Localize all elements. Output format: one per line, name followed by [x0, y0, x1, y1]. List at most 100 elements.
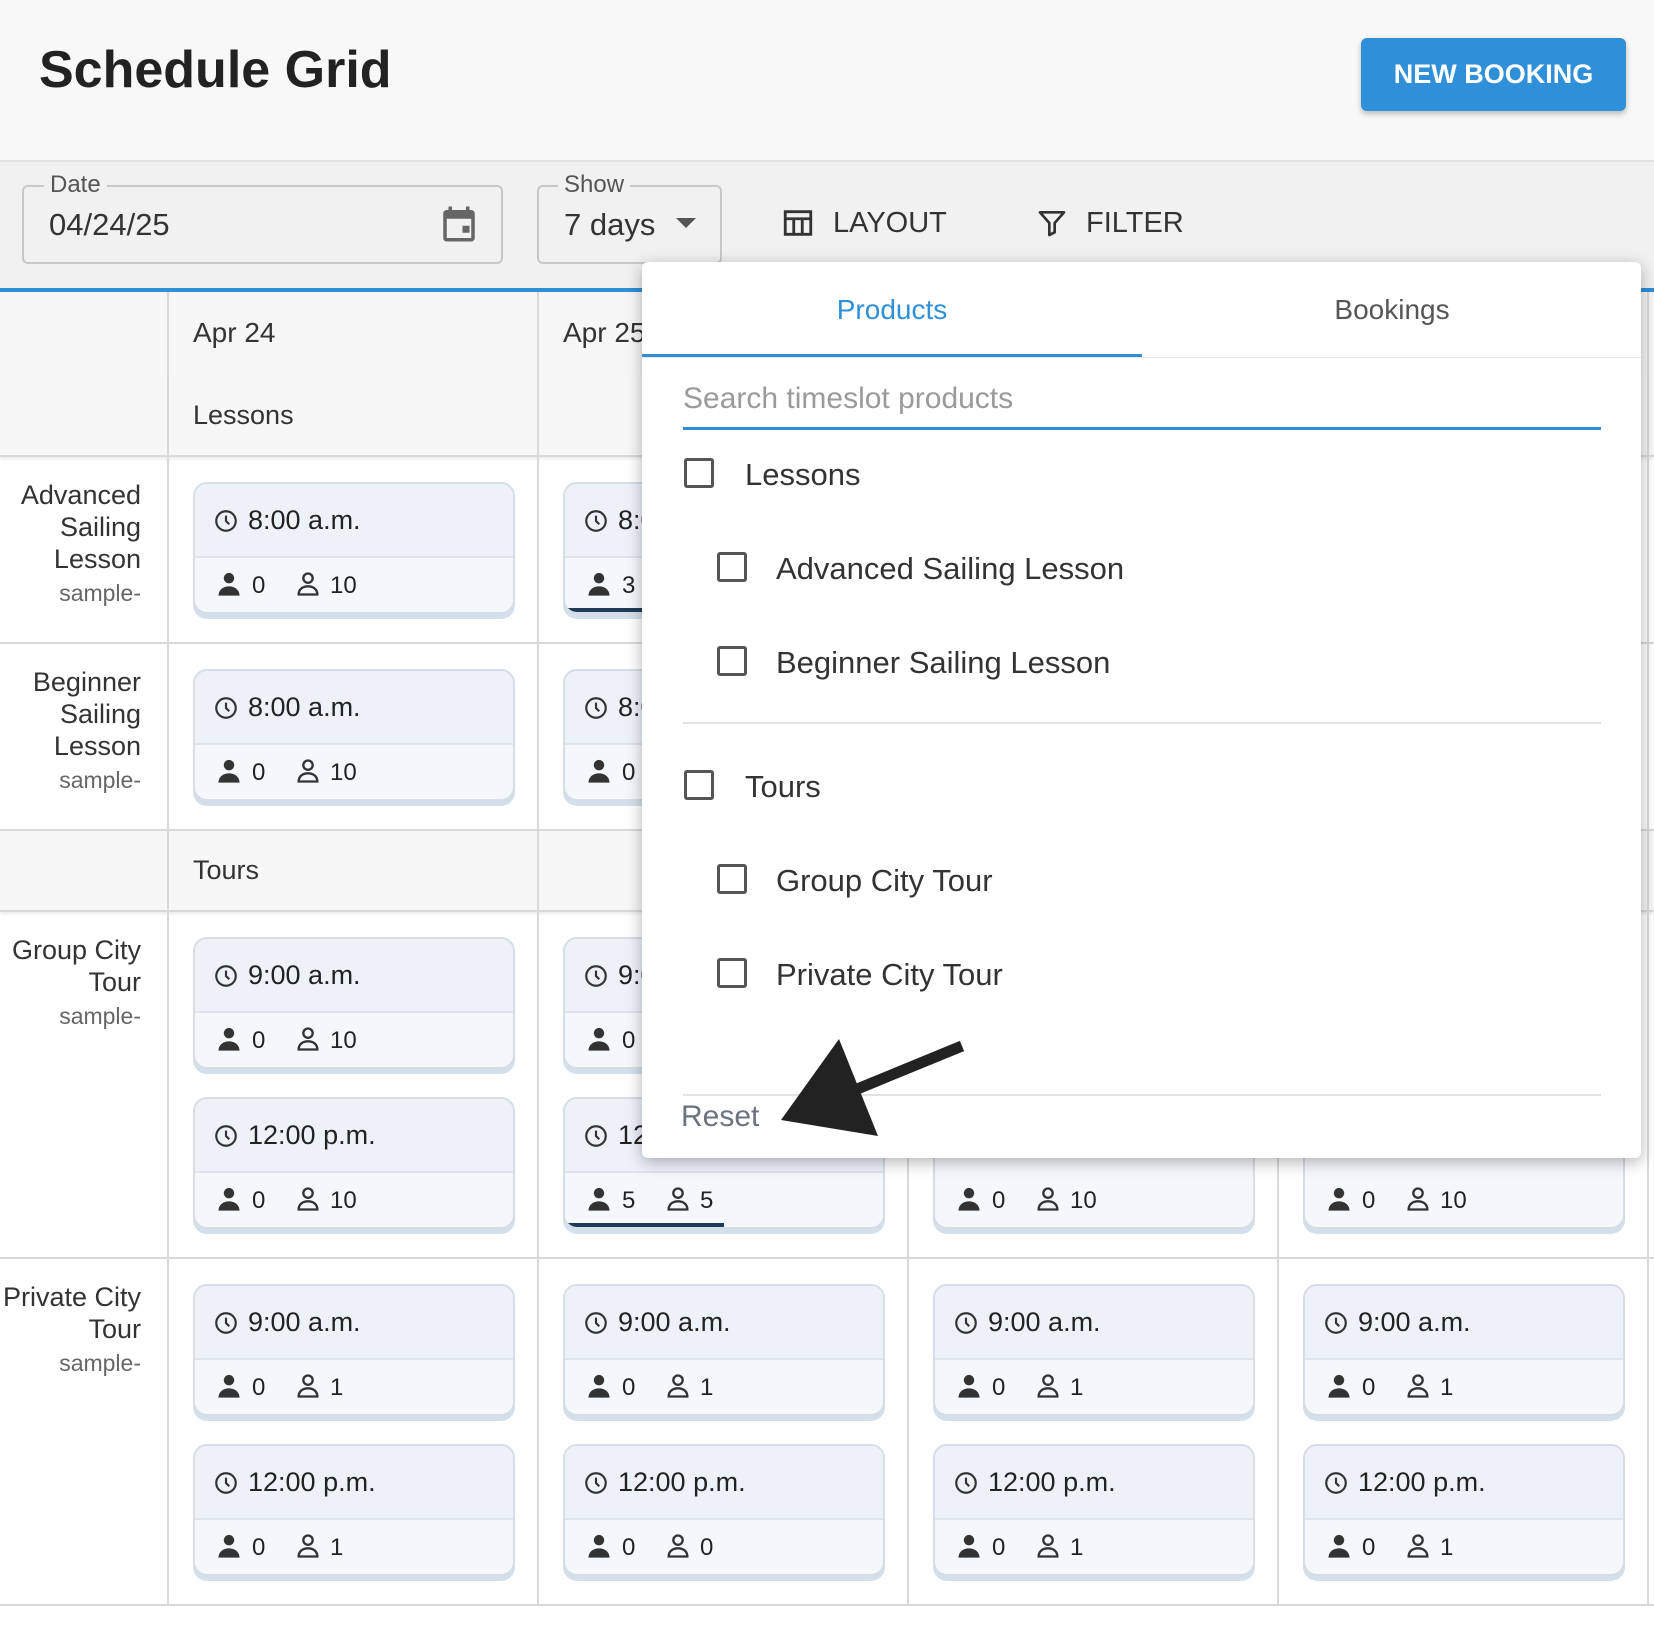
- row-label: Private City Tour sample-: [0, 1281, 141, 1381]
- timeslot-time: 8:00 a.m.: [248, 505, 361, 535]
- timeslot-card[interactable]: 9:00 a.m. 0 1: [1303, 1284, 1625, 1416]
- booked-icon: [215, 1372, 243, 1405]
- popup-tab[interactable]: Products: [836, 293, 948, 325]
- checkbox-label: Lessons: [745, 457, 861, 492]
- booked-icon: [215, 1532, 243, 1565]
- capacity-count: 10: [330, 572, 357, 599]
- layout-button[interactable]: LAYOUT: [781, 206, 947, 240]
- filter-button[interactable]: FILTER: [1036, 206, 1184, 240]
- timeslot-card[interactable]: 12:00 p.m. 0 1: [933, 1444, 1255, 1576]
- timeslot-time: 12:00 p.m.: [1358, 1467, 1486, 1497]
- row-label: Advanced Sailing Lesson sample-: [0, 479, 141, 611]
- timeslot-card[interactable]: 9:00 a.m. 0 1: [193, 1284, 515, 1416]
- clock-icon: [213, 1470, 239, 1501]
- capacity-icon: [294, 1185, 322, 1218]
- clock-icon: [583, 1470, 609, 1501]
- section-divider: [683, 1094, 1601, 1096]
- capacity-icon: [1404, 1532, 1432, 1565]
- capacity-count: 0: [700, 1534, 714, 1561]
- capacity-count: 10: [1070, 1187, 1097, 1214]
- product-name: Private City Tour: [2, 1282, 141, 1344]
- capacity-count: 1: [1070, 1534, 1084, 1561]
- booked-count: 0: [992, 1187, 1006, 1214]
- capacity-icon: [294, 1532, 322, 1565]
- capacity-icon: [1034, 1185, 1062, 1218]
- reset-button[interactable]: Reset: [681, 1100, 760, 1133]
- booked-icon: [585, 1185, 613, 1218]
- search-input[interactable]: [683, 380, 1601, 430]
- clock-icon: [583, 1123, 609, 1154]
- column-line: [167, 292, 169, 1606]
- booked-icon: [215, 1185, 243, 1218]
- booked-count: 0: [252, 759, 266, 786]
- product-row: [0, 1259, 1654, 1606]
- popup-tab[interactable]: Bookings: [1334, 293, 1450, 325]
- booked-count: 0: [252, 1374, 266, 1401]
- capacity-icon: [1404, 1372, 1432, 1405]
- booked-icon: [215, 1025, 243, 1058]
- show-value: 7 days: [564, 207, 656, 242]
- capacity-count: 1: [1440, 1534, 1454, 1561]
- date-value: 04/24/25: [49, 207, 170, 242]
- timeslot-time-bar: [195, 1286, 513, 1360]
- booked-icon: [585, 570, 613, 603]
- booked-icon: [215, 570, 243, 603]
- new-booking-button[interactable]: NEW BOOKING: [1361, 38, 1626, 111]
- timeslot-card[interactable]: 8:00 a.m. 0 10: [193, 482, 515, 614]
- timeslot-card[interactable]: 12:00 p.m. 0 1: [193, 1444, 515, 1576]
- capacity-icon: [294, 1025, 322, 1058]
- layout-icon: [783, 210, 813, 236]
- capacity-count: 1: [700, 1374, 714, 1401]
- product-code: sample-: [59, 580, 141, 606]
- checkbox-label: Tours: [745, 769, 821, 804]
- booked-icon: [215, 757, 243, 790]
- timeslot-card[interactable]: 9:00 a.m. 0 10: [193, 937, 515, 1069]
- capacity-count: 1: [1440, 1374, 1454, 1401]
- timeslot-time: 9:00 a.m.: [248, 1307, 361, 1337]
- dropdown-icon: [676, 218, 696, 228]
- product-name: Group City Tour: [11, 935, 141, 997]
- clock-icon: [583, 695, 609, 726]
- timeslot-card[interactable]: 9:00 a.m. 0 1: [563, 1284, 885, 1416]
- checkbox[interactable]: [684, 770, 714, 800]
- capacity-count: 1: [330, 1534, 344, 1561]
- row-label: Group City Tour sample-: [0, 934, 141, 1034]
- checkbox[interactable]: [717, 646, 747, 676]
- clock-icon: [953, 1310, 979, 1341]
- booked-count: 0: [1362, 1534, 1376, 1561]
- timeslot-time-bar: [195, 1099, 513, 1173]
- clock-icon: [583, 508, 609, 539]
- checkbox[interactable]: [717, 552, 747, 582]
- clock-icon: [1323, 1310, 1349, 1341]
- checkbox[interactable]: [684, 458, 714, 488]
- product-code: sample-: [59, 1350, 141, 1376]
- timeslot-time-bar: [935, 1286, 1253, 1360]
- clock-icon: [583, 963, 609, 994]
- clock-icon: [213, 1123, 239, 1154]
- booked-count: 0: [622, 1374, 636, 1401]
- group-label: Lessons: [193, 400, 294, 430]
- column-line: [1647, 292, 1649, 1606]
- timeslot-card[interactable]: 12:00 p.m. 0 0: [563, 1444, 885, 1576]
- layout-text: LAYOUT: [833, 206, 947, 239]
- timeslot-card[interactable]: 8:00 a.m. 0 10: [193, 669, 515, 801]
- timeslot-time-bar: [935, 1446, 1253, 1520]
- booked-count: 5: [622, 1187, 636, 1214]
- toolbar: 04/24/25 Date 7 days Show LAYOUT FILTER: [0, 162, 1654, 290]
- capacity-icon: [1404, 1185, 1432, 1218]
- timeslot-time: 9:00 a.m.: [988, 1307, 1101, 1337]
- timeslot-card[interactable]: 12:00 p.m. 0 10: [193, 1097, 515, 1229]
- booked-count: 0: [992, 1374, 1006, 1401]
- timeslot-card[interactable]: 12:00 p.m. 0 1: [1303, 1444, 1625, 1576]
- checkbox[interactable]: [717, 864, 747, 894]
- timeslot-time-bar: [565, 1286, 883, 1360]
- row-label: Beginner Sailing Lesson sample-: [0, 666, 141, 798]
- checkbox[interactable]: [717, 958, 747, 988]
- checkbox-label: Beginner Sailing Lesson: [776, 645, 1111, 680]
- column-line: [537, 292, 539, 1606]
- booked-count: 0: [992, 1534, 1006, 1561]
- filter-icon: [1038, 211, 1066, 237]
- timeslot-card[interactable]: 9:00 a.m. 0 1: [933, 1284, 1255, 1416]
- calendar-icon: [443, 206, 475, 242]
